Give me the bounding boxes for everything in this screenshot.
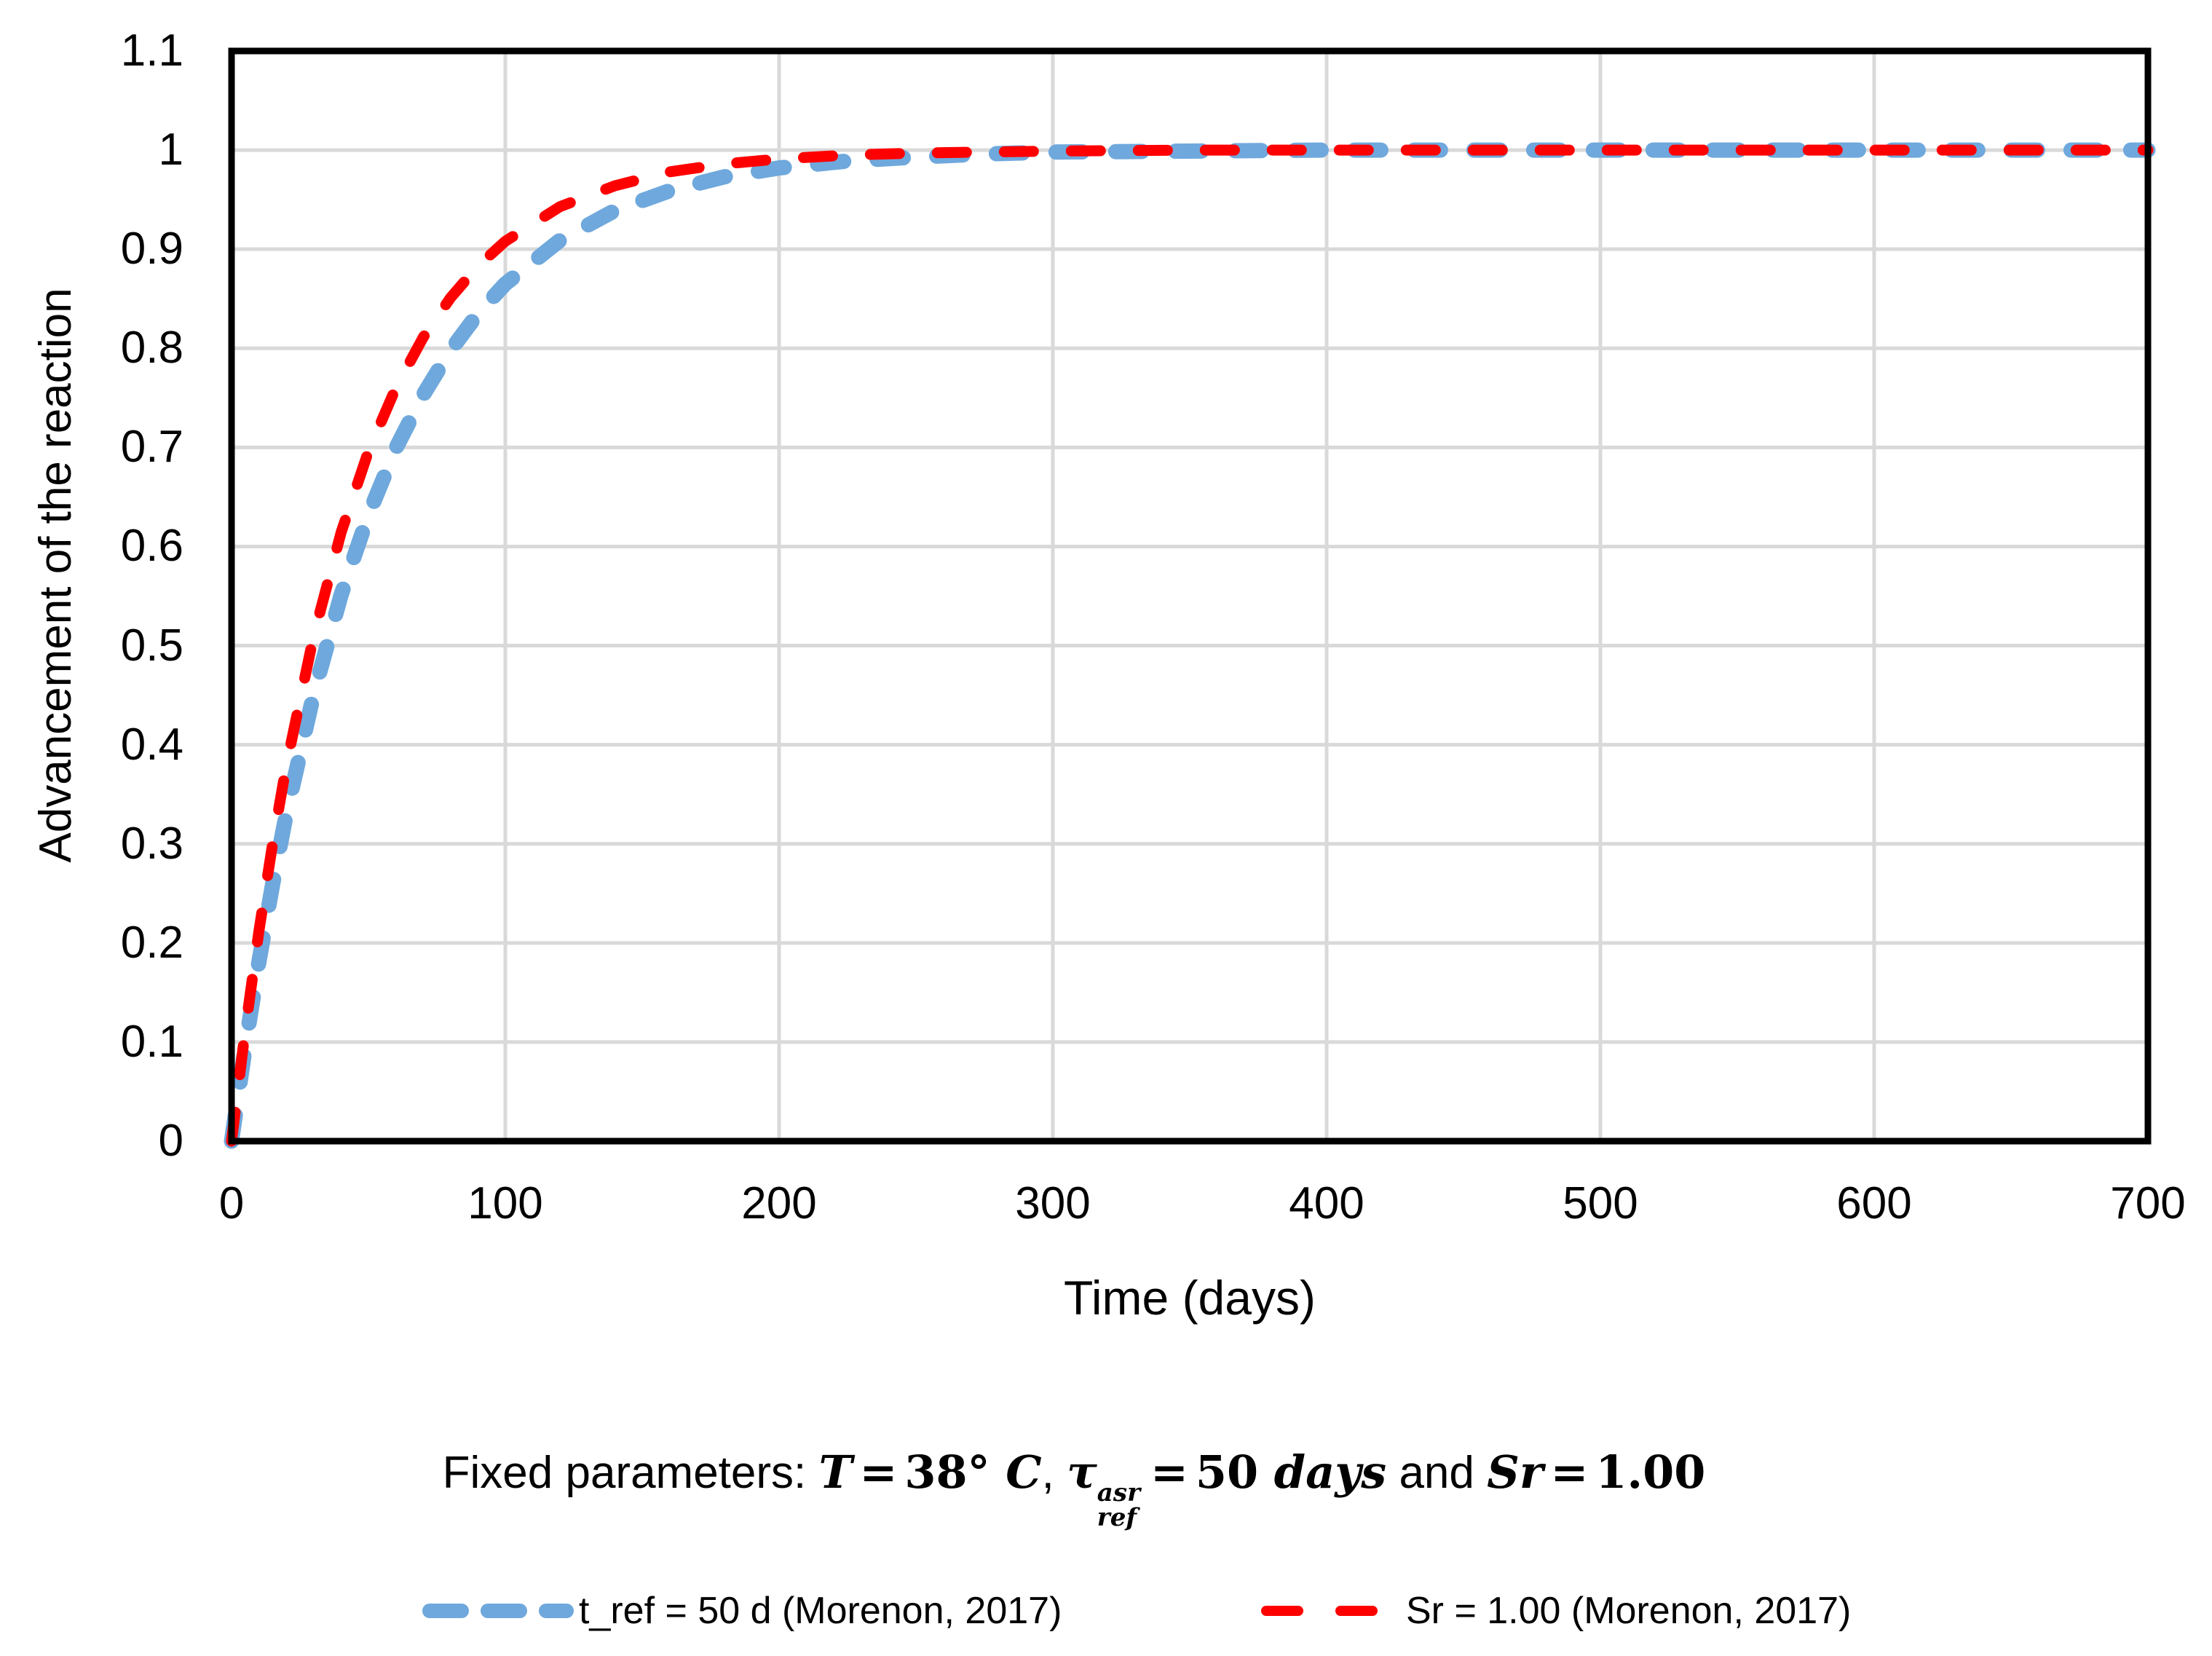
x-axis-title: Time (days) xyxy=(1064,1271,1316,1325)
y-tick-label: 0.8 xyxy=(120,323,183,374)
x-tick-label: 500 xyxy=(1563,1178,1638,1229)
legend-marker-red-dashed-line xyxy=(1261,1606,1380,1616)
caption-symbol-T: T xyxy=(818,1446,853,1499)
legend-label: t_ref = 50 d (Morenon, 2017) xyxy=(579,1590,1062,1632)
caption-value-50: 50 xyxy=(1195,1446,1274,1499)
y-tick-label: 0.3 xyxy=(120,818,183,869)
y-axis-title: Advancement of the reaction xyxy=(31,288,81,863)
x-tick-label: 700 xyxy=(2110,1178,2186,1229)
caption-prefix: Fixed parameters: xyxy=(442,1448,819,1498)
caption-tau-subscript: ref xyxy=(1097,1503,1137,1533)
y-tick-label: 0.5 xyxy=(120,620,183,671)
x-tick-label: 100 xyxy=(467,1178,543,1229)
caption-symbol-Sr: Sr xyxy=(1487,1446,1544,1499)
series-red-curve xyxy=(226,144,2154,1147)
series-curves xyxy=(224,142,2156,1149)
x-tick-label: 400 xyxy=(1289,1178,1364,1229)
gridlines xyxy=(232,51,2148,1141)
legend-item-blue-series: t_ref = 50 d (Morenon, 2017) xyxy=(421,1590,1062,1632)
x-tick-label: 600 xyxy=(1836,1178,1912,1229)
y-tick-label: 0.9 xyxy=(120,224,183,275)
plot-border xyxy=(228,47,2152,1145)
legend-marker-blue-dashed-line xyxy=(422,1604,574,1618)
legend-item-red-series: Sr = 1.00 (Morenon, 2017) xyxy=(1259,1590,1851,1632)
caption-equals: = xyxy=(859,1446,898,1499)
caption-value-38: 38° xyxy=(904,1446,1006,1499)
x-tick-label: 200 xyxy=(741,1178,817,1229)
caption-equals: = xyxy=(1150,1446,1188,1499)
caption-equals: = xyxy=(1550,1446,1589,1499)
y-tick-label: 0.2 xyxy=(120,917,183,968)
y-tick-label: 1.1 xyxy=(120,25,183,76)
y-tick-label: 1 xyxy=(158,125,183,176)
legend-label: Sr = 1.00 (Morenon, 2017) xyxy=(1406,1590,1852,1632)
caption-comma: , xyxy=(1041,1448,1067,1498)
y-tick-label: 0.7 xyxy=(120,422,183,473)
x-tick-label: 300 xyxy=(1015,1178,1091,1229)
x-tick-label: 0 xyxy=(218,1178,245,1229)
caption-tau-scripts: asr ref xyxy=(1097,1480,1140,1531)
caption-symbol-C: C xyxy=(1006,1446,1042,1499)
y-tick-label: 0 xyxy=(158,1116,183,1166)
caption-and: and xyxy=(1386,1448,1488,1498)
y-tick-label: 0.6 xyxy=(120,521,183,572)
caption-tau-superscript: asr xyxy=(1097,1478,1141,1507)
caption-unit-days: days xyxy=(1273,1446,1387,1499)
y-tick-label: 0.4 xyxy=(120,719,183,770)
caption-value-100: 1.00 xyxy=(1595,1446,1706,1499)
y-tick-label: 0.1 xyxy=(120,1016,183,1067)
caption: Fixed parameters: T = 38° C, τ asr ref = 50 da… xyxy=(0,1443,2148,1531)
caption-symbol-tau: τ xyxy=(1067,1446,1097,1499)
